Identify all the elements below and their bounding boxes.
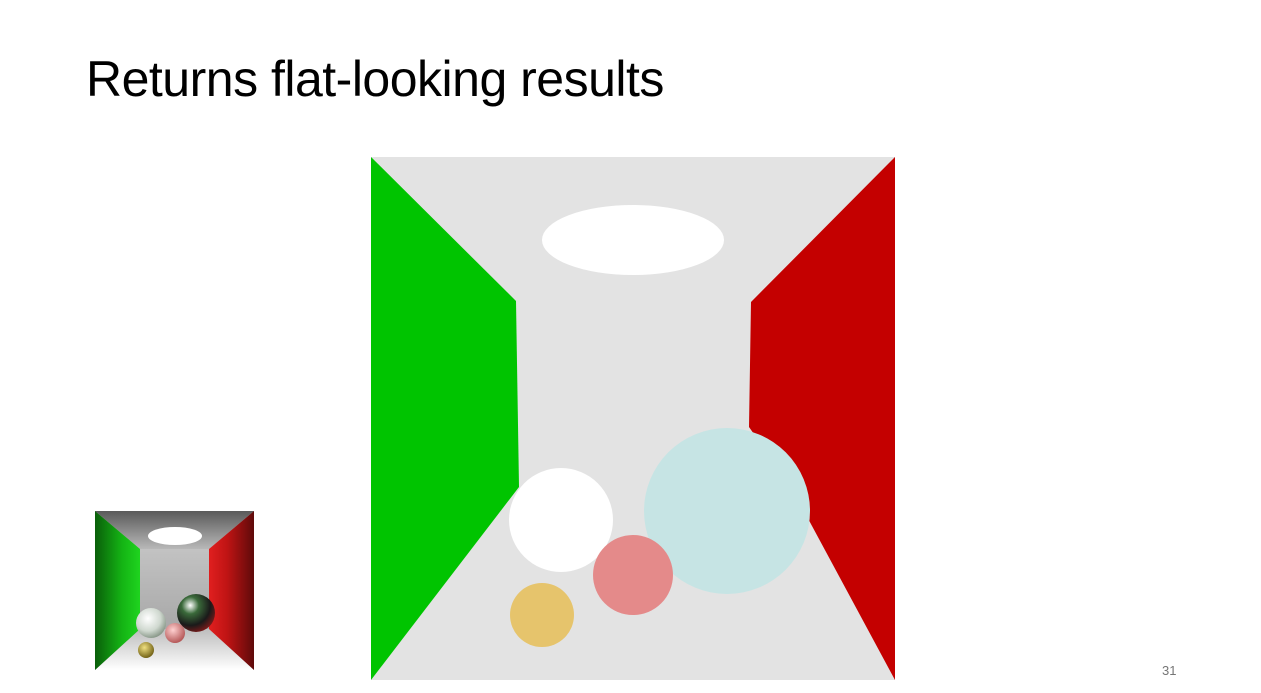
pink-sphere <box>593 535 673 615</box>
slide-title: Returns flat-looking results <box>86 51 664 107</box>
page-number: 31 <box>1162 663 1177 678</box>
cyan-sphere <box>644 428 810 594</box>
white-sphere <box>509 468 613 572</box>
reference-render-thumbnail <box>95 511 254 670</box>
left-wall <box>371 157 519 680</box>
right-wall <box>749 157 895 680</box>
flat-shaded-render <box>371 157 895 680</box>
gold-sphere <box>510 583 574 647</box>
ceiling-light <box>542 205 724 275</box>
